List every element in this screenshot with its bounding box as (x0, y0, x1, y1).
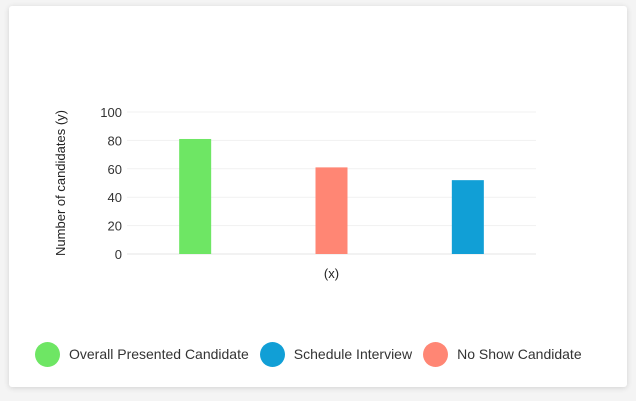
legend-swatch-icon (35, 341, 60, 367)
x-axis-title: (x) (324, 266, 339, 281)
bar[interactable] (179, 138, 212, 254)
y-tick-label: 0 (115, 247, 122, 262)
legend-swatch-icon (423, 341, 449, 367)
y-tick-label: 20 (108, 219, 122, 234)
bar[interactable] (315, 167, 348, 254)
y-axis-title: Number of candidates (y) (53, 110, 68, 256)
legend-label: Overall Presented Candidate (69, 346, 249, 362)
bar[interactable] (451, 180, 484, 254)
legend-item-overall-presented[interactable]: Overall Presented Candidate (35, 341, 249, 367)
legend-item-no-show[interactable]: No Show Candidate (423, 341, 582, 367)
chart-card: 0 20 40 60 80 100 Number of candidates (y) (x… (9, 6, 627, 387)
bars (179, 138, 484, 254)
legend-swatch-icon (259, 341, 285, 367)
legend-label: No Show Candidate (457, 346, 582, 362)
legend-label: Schedule Interview (293, 346, 413, 362)
legend: Overall Presented Candidate Schedule Int… (35, 341, 625, 367)
y-tick-label: 80 (108, 133, 122, 148)
y-tick-label: 40 (108, 190, 122, 205)
y-tick-label: 60 (108, 162, 122, 177)
bar-chart: 0 20 40 60 80 100 Number of candidates (y) (x… (53, 105, 536, 281)
y-tick-label: 100 (100, 105, 122, 120)
legend-item-schedule-interview[interactable]: Schedule Interview (259, 341, 413, 367)
y-tick-labels: 0 20 40 60 80 100 (100, 105, 122, 262)
